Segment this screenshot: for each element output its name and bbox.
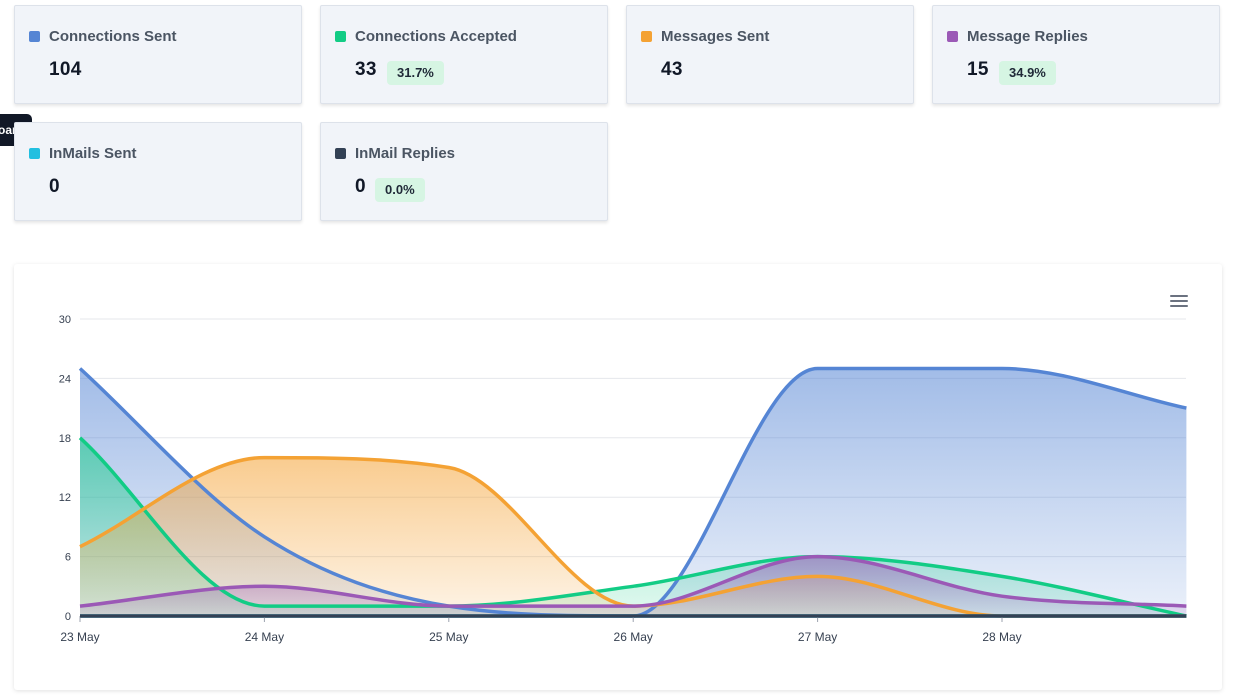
connections_accepted-area bbox=[80, 437, 1187, 616]
card-label: InMails Sent bbox=[49, 145, 137, 162]
card-value: 43 bbox=[661, 59, 683, 80]
y-tick-label: 0 bbox=[65, 611, 71, 623]
card-label: Message Replies bbox=[967, 28, 1088, 45]
connections_accepted-line bbox=[78, 436, 1187, 618]
y-tick-label: 18 bbox=[59, 433, 71, 445]
inmail-replies-swatch bbox=[335, 148, 346, 159]
messages-sent-card: Messages Sent 43 bbox=[626, 5, 914, 104]
chart-axes: 0 6 12 18 24 30 23 May 24 May 25 May 26 May 27 May… bbox=[59, 314, 1186, 644]
inmail-reply-rate-badge: 0.0% bbox=[375, 178, 425, 202]
acceptance-rate-badge: 31.7% bbox=[387, 61, 444, 85]
x-tick-label: 27 May bbox=[798, 630, 837, 644]
connections_sent-area bbox=[80, 368, 1187, 616]
card-value: 0 bbox=[49, 176, 60, 197]
activity-area-chart: 0 6 12 18 24 30 23 May 24 May 25 May 26 May 27 May… bbox=[59, 314, 1187, 644]
x-tick-label: 25 May bbox=[429, 630, 468, 644]
x-tick-label: 24 May bbox=[245, 630, 284, 644]
reply-rate-badge: 34.9% bbox=[999, 61, 1056, 85]
inmails-sent-swatch bbox=[29, 148, 40, 159]
hamburger-menu-icon[interactable] bbox=[1170, 295, 1188, 309]
y-tick-label: 30 bbox=[59, 314, 71, 326]
message-replies-card: Message Replies 15 34.9% bbox=[932, 5, 1220, 104]
card-label: Messages Sent bbox=[661, 28, 770, 45]
connections-accepted-card: Connections Accepted 33 31.7% bbox=[320, 5, 608, 104]
y-tick-label: 12 bbox=[59, 492, 71, 504]
message_replies-line bbox=[79, 554, 1187, 608]
card-label: InMail Replies bbox=[355, 145, 456, 162]
connections-sent-card: Connections Sent 104 bbox=[14, 5, 302, 104]
y-tick-label: 6 bbox=[65, 552, 71, 564]
inmails-sent-card: InMails Sent 0 bbox=[14, 122, 302, 221]
card-value: 0 bbox=[355, 176, 366, 197]
card-value: 104 bbox=[49, 59, 82, 80]
x-tick-label: 26 May bbox=[614, 630, 653, 644]
card-value: 15 bbox=[967, 59, 989, 80]
card-value: 33 bbox=[355, 59, 377, 80]
connections-accepted-swatch bbox=[335, 31, 346, 42]
inmail-replies-card: InMail Replies 0 0.0% bbox=[320, 122, 608, 221]
card-label: Connections Accepted bbox=[355, 28, 517, 45]
x-tick-label: 23 May bbox=[60, 630, 99, 644]
y-tick-label: 24 bbox=[59, 373, 71, 385]
connections-sent-swatch bbox=[29, 31, 40, 42]
x-tick-label: 28 May bbox=[982, 630, 1021, 644]
message_replies-area bbox=[80, 556, 1187, 616]
messages-sent-swatch bbox=[641, 31, 652, 42]
chart-areas bbox=[80, 368, 1187, 616]
messages_sent-area bbox=[80, 457, 1187, 616]
activity-chart-panel: 0 6 12 18 24 30 23 May 24 May 25 May 26 May 27 May… bbox=[14, 264, 1222, 690]
card-label: Connections Sent bbox=[49, 28, 177, 45]
message-replies-swatch bbox=[947, 31, 958, 42]
